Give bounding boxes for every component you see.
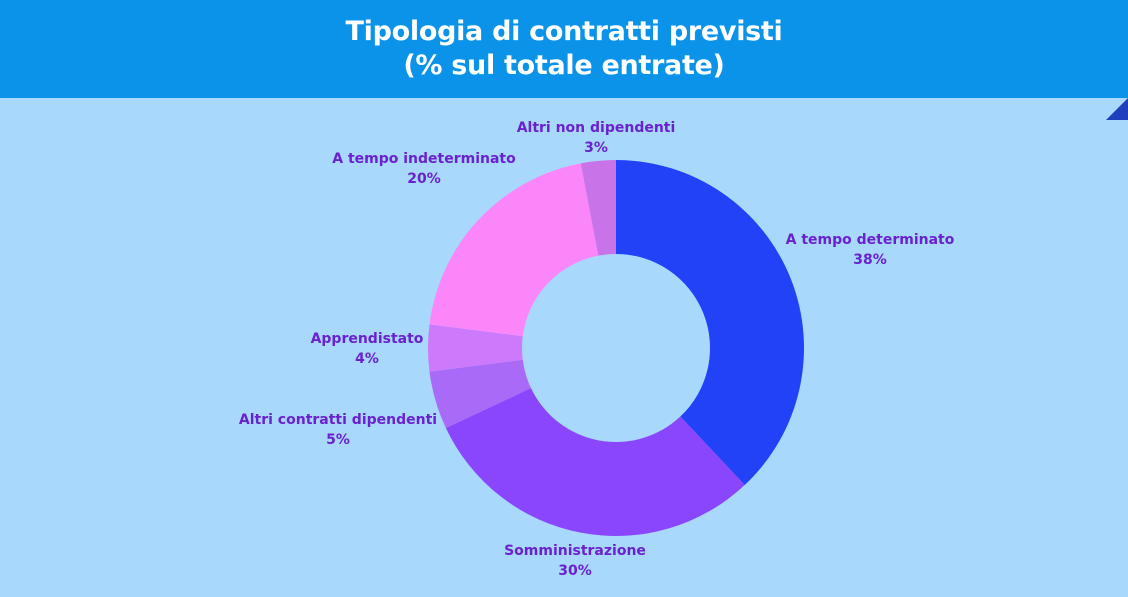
chart-title: Tipologia di contratti previsti	[345, 16, 783, 47]
slice-label-name: A tempo determinato	[786, 232, 955, 248]
slice-label-value: 4%	[355, 351, 379, 367]
slice-labels: A tempo determinato 38% Somministrazione 30…	[239, 120, 955, 579]
slice-label-value: 30%	[558, 563, 592, 579]
slice-altri-non-dipendenti	[580, 160, 616, 256]
slice-label-name: A tempo indeterminato	[332, 151, 516, 167]
slice-apprendistato	[428, 324, 523, 372]
slice-somministrazione	[445, 388, 745, 536]
donut-slices	[428, 160, 804, 536]
chart-header: Tipologia di contratti previsti (% sul t…	[0, 0, 1128, 98]
slice-label-name: Altri contratti dipendenti	[239, 412, 437, 428]
slice-label-value: 5%	[326, 432, 350, 448]
slice-label-value: 3%	[584, 140, 608, 156]
slice-a-tempo-determinato	[616, 160, 804, 486]
slice-altri-contratti-dipendenti	[429, 359, 531, 429]
slice-label-name: Altri non dipendenti	[517, 120, 676, 136]
slice-label-name: Somministrazione	[504, 543, 646, 559]
slice-label-value: 20%	[407, 171, 441, 187]
slice-a-tempo-indeterminato	[429, 163, 599, 337]
chart-subtitle: (% sul totale entrate)	[403, 50, 725, 81]
slice-label-name: Apprendistato	[311, 331, 424, 347]
slice-label-value: 38%	[853, 252, 887, 268]
